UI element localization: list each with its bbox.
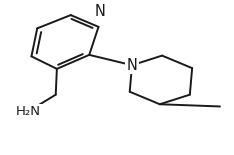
- Text: H₂N: H₂N: [15, 105, 40, 118]
- Text: N: N: [94, 4, 105, 19]
- Text: N: N: [127, 58, 137, 73]
